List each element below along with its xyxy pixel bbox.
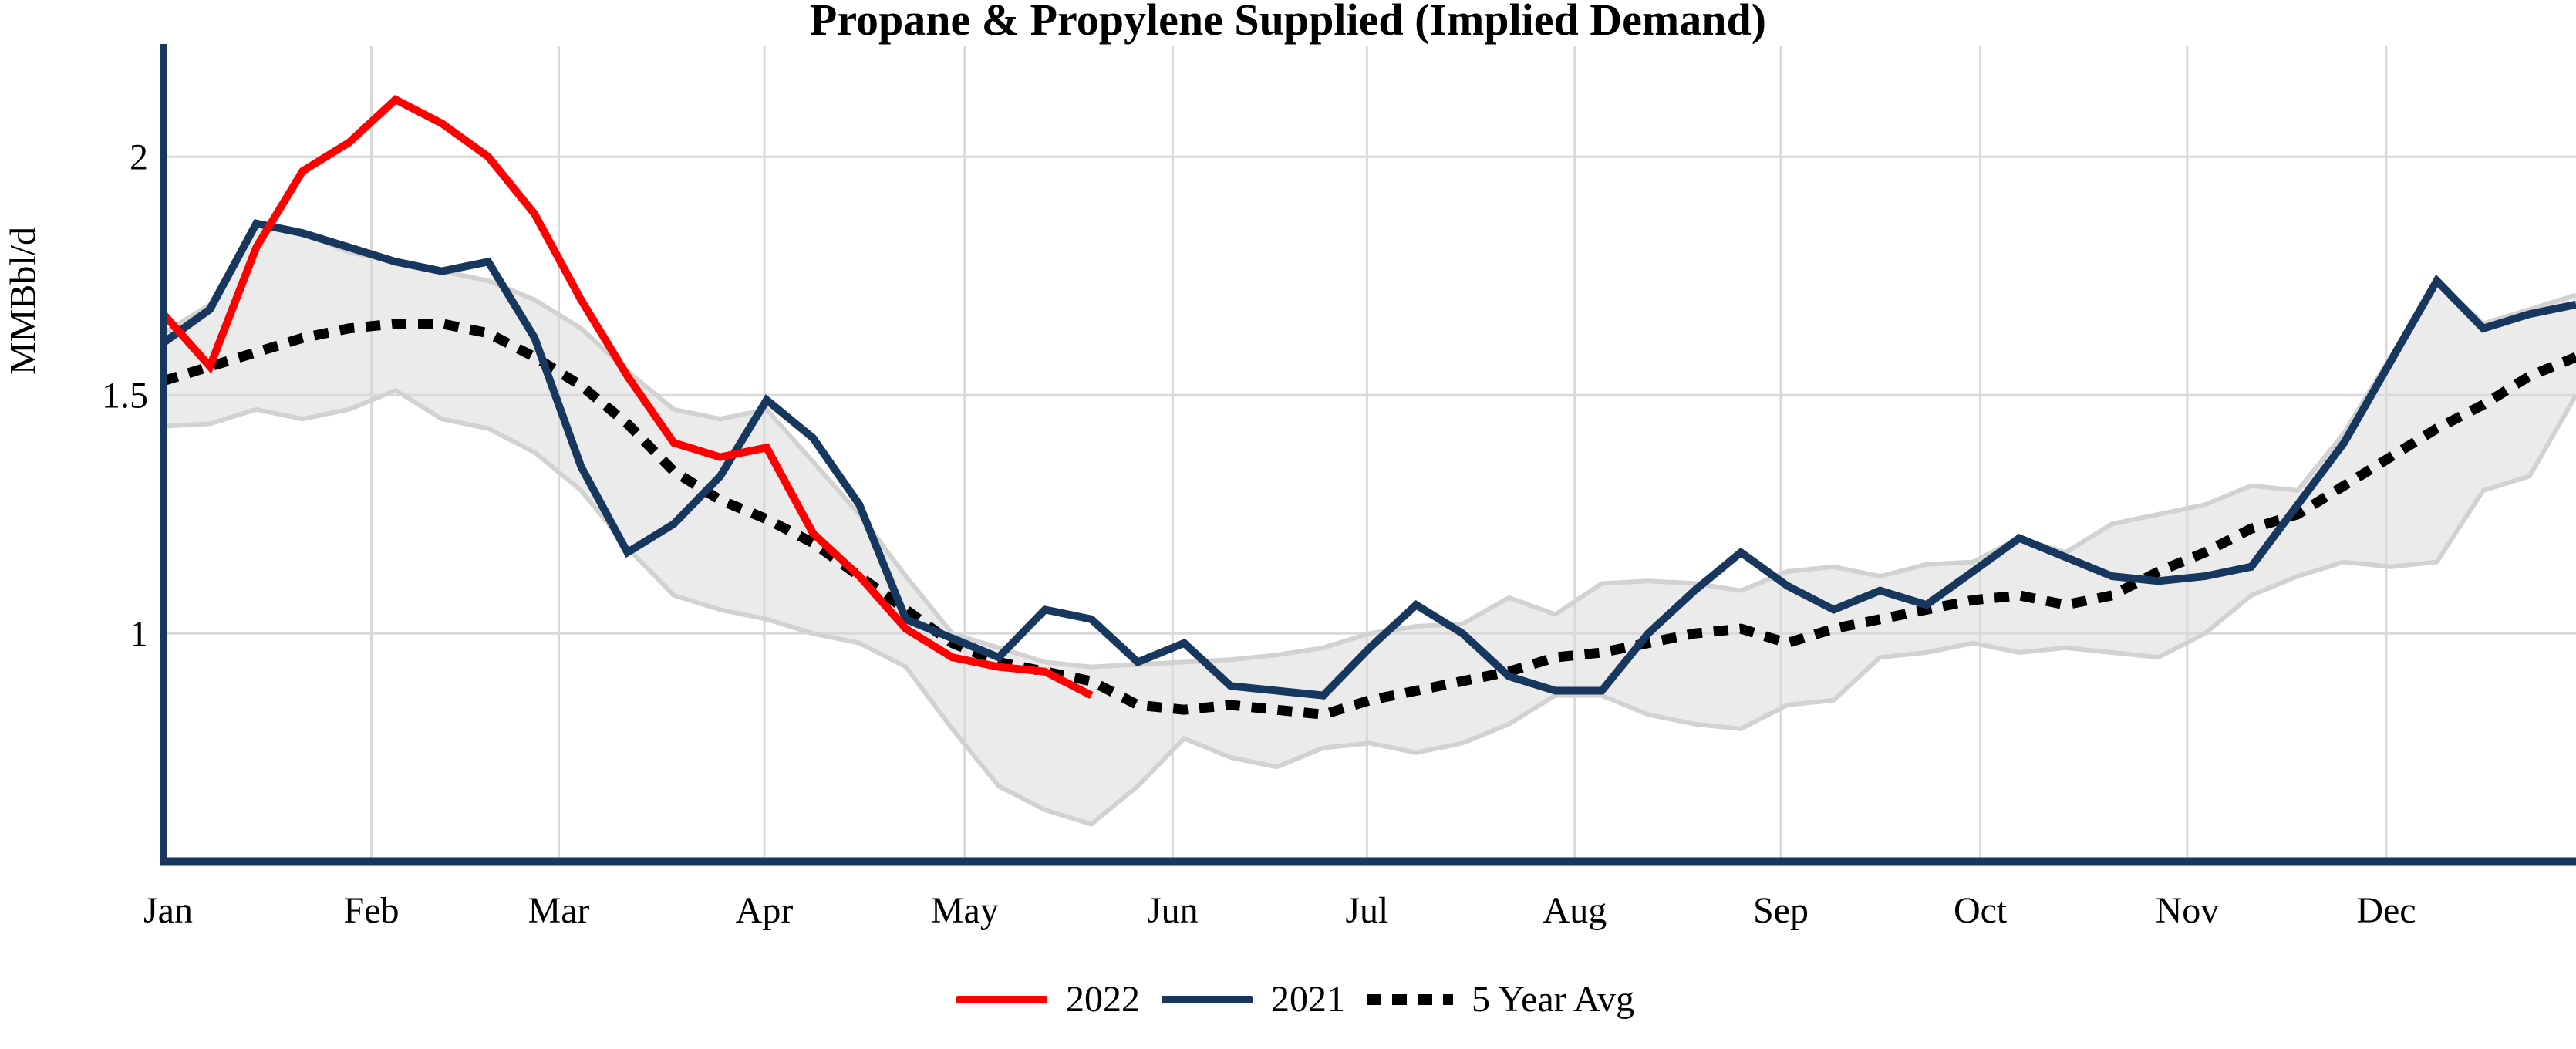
five-year-range-top-edge [162, 221, 2576, 670]
x-tick-label-oct: Oct [1954, 890, 2008, 931]
x-tick-label-jul: Jul [1345, 890, 1388, 931]
x-tick-label-jun: Jun [1147, 890, 1199, 931]
line-2021 [161, 219, 2576, 700]
legend-item-2021: 2021 [1162, 978, 1345, 1020]
chart-title: Propane & Propylene Supplied (Implied De… [809, 0, 1767, 45]
y-tick-label-2: 2 [130, 137, 148, 177]
five-year-avg-line [162, 319, 2576, 720]
y-tick-label-1: 1 [130, 613, 148, 654]
x-tick-label-mar: Mar [528, 890, 590, 931]
x-tick-label-may: May [931, 890, 999, 931]
line-2022 [160, 95, 1094, 700]
x-tick-label-sep: Sep [1753, 890, 1809, 931]
legend-swatch-2022-red-line [956, 995, 1047, 1003]
legend: 2022 2021 5 Year Avg [956, 978, 1634, 1020]
legend-swatch-5yr-avg-dashed-line [1367, 993, 1453, 1005]
legend-label-5yr-avg: 5 Year Avg [1472, 979, 1635, 1020]
legend-item-5yr-avg: 5 Year Avg [1367, 978, 1634, 1020]
legend-swatch-2021-navy-line [1162, 995, 1253, 1003]
x-tick-label-apr: Apr [736, 890, 794, 931]
x-tick-label-feb: Feb [343, 890, 399, 931]
x-tick-label-aug: Aug [1543, 890, 1607, 931]
x-tick-label-nov: Nov [2156, 890, 2220, 931]
legend-label-2022: 2022 [1066, 979, 1140, 1020]
x-tick-label-dec: Dec [2356, 890, 2416, 931]
y-tick-label-1.5: 1.5 [102, 375, 148, 416]
five-year-range-band [164, 223, 2576, 825]
legend-label-2021: 2021 [1271, 979, 1345, 1020]
x-tick-label-jan: Jan [143, 890, 193, 931]
five-year-range-bottom-edge [163, 387, 2576, 827]
legend-item-2022: 2022 [956, 978, 1140, 1020]
